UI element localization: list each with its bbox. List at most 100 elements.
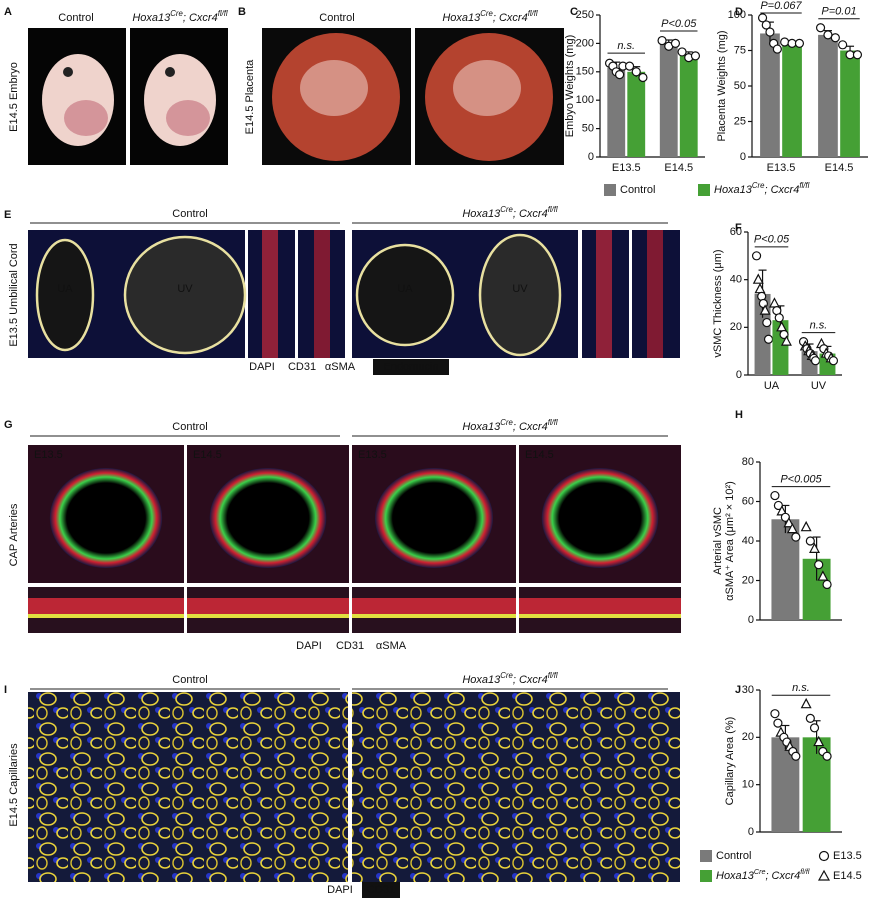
genotype-gene: ; Cxcr4 (183, 12, 218, 24)
genotype-allele: Cre (500, 205, 513, 214)
embryo-eye (63, 67, 73, 77)
stage-label: E13.5 (358, 449, 387, 461)
genotype-allele: fl/fl (528, 9, 538, 18)
artery-wall (187, 598, 349, 616)
y-tick-label: 100 (576, 94, 594, 106)
genotype-allele: Cre (500, 418, 513, 427)
genotype-allele: fl/fl (548, 205, 558, 214)
data-point (677, 47, 687, 57)
data-point (765, 27, 775, 37)
significance-label: n.s. (792, 682, 810, 694)
vessel-label: UA (57, 283, 73, 295)
data-point (770, 490, 780, 501)
stain-label: αSMA (376, 640, 407, 652)
stain-label: CD31 (288, 361, 316, 373)
data-point (822, 751, 832, 761)
data-point (805, 713, 815, 724)
genotype-allele: Cre (170, 9, 183, 18)
legend-label: E14.5 (833, 870, 862, 882)
data-point (794, 38, 805, 49)
y-tick-label: 50 (734, 80, 746, 92)
vessel-wall (647, 230, 663, 358)
genotype-gene: Hoxa13 (442, 12, 481, 24)
vessel (478, 233, 562, 357)
stain-label: DAPI (327, 884, 353, 896)
legend-label: Control (620, 184, 655, 196)
panel-letter: D (735, 6, 743, 18)
bar (818, 34, 838, 157)
embryo-liver (64, 100, 108, 136)
data-point (817, 570, 829, 581)
data-point (773, 500, 784, 511)
y-tick-label: 20 (742, 731, 754, 743)
legend-swatch (700, 870, 712, 882)
side-label: E14.5 Embryo (8, 62, 20, 132)
bar (627, 71, 646, 157)
stain-label: Endomucin (383, 361, 438, 373)
vessel (355, 243, 455, 347)
genotype-gene: ; Cxcr4 (513, 421, 548, 433)
legend-label: Control (716, 850, 751, 862)
artery-wall (28, 598, 184, 616)
panel-letter: B (238, 6, 246, 18)
genotype-gene: Hoxa13 (132, 12, 171, 24)
group-header: Control (58, 12, 93, 24)
vessel (35, 238, 95, 352)
panel-letter: C (570, 6, 578, 18)
stain-label: CD31 (336, 640, 364, 652)
data-point (814, 560, 824, 570)
data-point (615, 70, 625, 80)
y-tick-label: 0 (588, 151, 594, 163)
genotype-label: Hoxa13Cre; Cxcr4fl/fl (442, 9, 538, 24)
data-point (638, 72, 648, 83)
legend-swatch (604, 184, 616, 196)
genotype-allele: fl/fl (218, 9, 228, 18)
data-point (752, 273, 764, 284)
group-header: Control (172, 208, 207, 220)
embryo-eye (165, 67, 175, 77)
x-tick-label: E14.5 (664, 162, 693, 174)
significance-label: P=0.067 (760, 0, 802, 12)
legend-marker (818, 850, 830, 862)
data-point (631, 67, 641, 77)
stage-label: E14.5 (193, 449, 222, 461)
genotype-gene: Hoxa13 (462, 421, 501, 433)
genotype-gene: ; Cxcr4 (513, 208, 548, 220)
data-point (772, 44, 782, 54)
significance-label: P<0.05 (754, 234, 790, 246)
data-point (780, 512, 790, 522)
data-point (813, 735, 825, 747)
y-tick-label: 0 (740, 151, 746, 163)
group-header: Control (172, 421, 207, 433)
stain-label: DAPI (296, 640, 322, 652)
y-tick-label: 75 (734, 44, 746, 56)
y-tick-label: 0 (748, 614, 754, 626)
significance-label: n.s. (617, 40, 635, 52)
genotype-gene: Hoxa13 (716, 870, 755, 882)
y-tick-label: 150 (576, 66, 594, 78)
vessel-wall (314, 230, 330, 358)
genotype-gene: ; Cxcr4 (765, 184, 800, 196)
stage-label: E13.5 (34, 449, 63, 461)
genotype-label: Hoxa13Cre; Cxcr4fl/fl (462, 418, 558, 433)
panel-letter: F (735, 222, 742, 234)
endothelium (519, 614, 681, 618)
embryo-liver (166, 100, 210, 136)
data-point (774, 313, 784, 323)
genotype-gene: Hoxa13 (462, 674, 501, 686)
genotype-label: Hoxa13Cre; Cxcr4fl/fl (462, 671, 558, 686)
genotype-gene: ; Cxcr4 (765, 870, 800, 882)
stain-label: CD31 (367, 884, 395, 896)
placenta-center (453, 60, 521, 116)
x-tick-label: E13.5 (767, 162, 796, 174)
endothelium (352, 614, 516, 618)
significance-label: P<0.05 (661, 18, 697, 30)
side-label: E14.5 Placenta (244, 59, 256, 134)
genotype-allele: Cre (754, 868, 766, 876)
micrograph (352, 692, 680, 882)
legend-label: E13.5 (833, 850, 862, 862)
group-header: Control (319, 12, 354, 24)
artery-wall (352, 598, 516, 616)
data-point (751, 251, 762, 261)
genotype-gene: ; Cxcr4 (493, 12, 528, 24)
